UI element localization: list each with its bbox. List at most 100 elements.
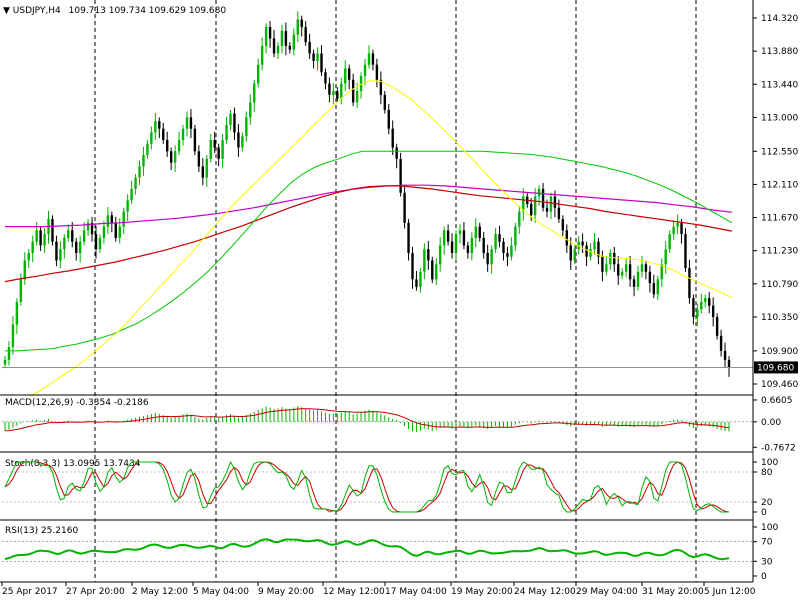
candle-body <box>221 140 224 159</box>
candle-body <box>632 279 636 287</box>
candle-body <box>727 359 731 368</box>
candle-body <box>454 234 458 253</box>
candle-body <box>173 151 177 163</box>
price-tick-label: 109.460 <box>761 380 798 390</box>
candle-body <box>75 241 78 253</box>
candle-body <box>43 234 46 246</box>
candle-body <box>253 83 256 103</box>
candle-body <box>723 350 727 360</box>
candle-body <box>589 249 592 257</box>
price-tick-label: 113.440 <box>761 80 798 90</box>
candle-body <box>59 249 62 261</box>
time-gridlines <box>94 0 697 582</box>
candle-body <box>336 91 339 99</box>
candle-body <box>55 241 58 261</box>
candle-body <box>466 245 470 253</box>
candle-body <box>415 279 418 287</box>
candle-body <box>106 215 110 227</box>
candle-body <box>597 241 600 257</box>
price-tick-label: 113.880 <box>761 47 798 57</box>
candle-body <box>51 219 54 242</box>
candle-body <box>249 102 252 118</box>
candle-body <box>90 222 94 235</box>
candle-body <box>371 53 375 65</box>
candle-body <box>601 256 604 272</box>
time-tick-label: 31 May 20:00 <box>642 587 704 597</box>
candle-body <box>150 132 153 144</box>
candle-body <box>320 53 323 73</box>
candle-body <box>98 237 102 250</box>
stoch-main-line <box>4 460 729 513</box>
time-tick-label: 17 May 04:00 <box>385 587 447 597</box>
stoch-tick-label: 20 <box>761 498 773 508</box>
candle-body <box>660 264 663 280</box>
candle-body <box>423 249 426 272</box>
candle-body <box>268 27 272 39</box>
candle-body <box>257 64 260 84</box>
price-tick-label: 110.350 <box>761 313 798 323</box>
candle-body <box>676 222 679 227</box>
candle-body <box>347 68 351 80</box>
macd-panel[interactable]: MACD(12,26,9) -0.3354 -0.2186 <box>2 398 753 433</box>
candle-body <box>593 241 596 250</box>
candle-body <box>114 222 117 238</box>
ohlc-values: 109.713 109.734 109.629 109.680 <box>69 6 227 16</box>
rsi-panel[interactable]: RSI(13) 25.2160 <box>2 526 753 562</box>
candle-body <box>340 83 343 99</box>
candle-body <box>344 68 347 84</box>
time-tick-label: 29 May 04:00 <box>576 587 638 597</box>
ma-magenta-line <box>5 184 733 228</box>
current-price-value: 109.680 <box>757 363 794 373</box>
candle-body <box>316 53 319 61</box>
candle-body <box>71 230 74 242</box>
triangle-down-icon: ▼ <box>3 6 10 16</box>
candle-body <box>169 151 173 163</box>
candle-body <box>237 132 240 148</box>
price-tick-label: 110.790 <box>761 280 798 290</box>
candle-body <box>130 188 133 201</box>
candle-body <box>102 226 106 238</box>
price-tick-label: 112.550 <box>761 147 798 157</box>
macd-tick-label: 0.6605 <box>761 396 793 406</box>
time-tick-label: 2 May 12:00 <box>132 587 188 597</box>
stoch-tick-label: 0 <box>761 508 767 518</box>
time-tick-label: 19 May 20:00 <box>451 587 513 597</box>
candle-body <box>549 196 553 212</box>
macd-label: MACD(12,26,9) -0.3354 -0.2186 <box>5 398 149 408</box>
candle-body <box>7 347 11 360</box>
stochastic-panel[interactable]: Stoch(8,3,3) 13.0995 13.7434 <box>2 459 753 513</box>
candle-body <box>668 234 671 250</box>
rsi-tick-label: 0 <box>761 572 767 582</box>
candle-body <box>399 158 402 193</box>
candle-body <box>304 27 307 43</box>
candle-body <box>391 128 394 148</box>
candle-body <box>379 79 383 95</box>
candle-body <box>446 230 450 242</box>
candle-body <box>189 117 193 129</box>
candle-body <box>177 140 181 152</box>
candle-body <box>569 245 572 261</box>
candle-body <box>486 252 489 265</box>
candle-body <box>138 166 141 178</box>
candle-body <box>383 94 387 110</box>
candle-body <box>450 241 454 253</box>
time-tick-label: 5 May 04:00 <box>193 587 249 597</box>
candle-body <box>134 177 137 189</box>
candle-body <box>438 245 442 265</box>
candle-body <box>644 264 648 272</box>
candle-body <box>292 34 296 50</box>
candle-body <box>328 83 331 95</box>
price-tick-label: 111.230 <box>761 247 798 257</box>
candle-body <box>617 264 620 276</box>
candle-body <box>656 279 659 295</box>
candle-body <box>110 215 114 223</box>
candle-body <box>86 222 90 231</box>
price-tick-label: 114.320 <box>761 14 798 24</box>
candle-body <box>605 264 608 272</box>
candle-body <box>142 155 145 167</box>
candle-body <box>351 79 355 103</box>
price-panel[interactable]: ▼ USDJPY,H4 109.713 109.734 109.629 109.… <box>2 6 798 397</box>
